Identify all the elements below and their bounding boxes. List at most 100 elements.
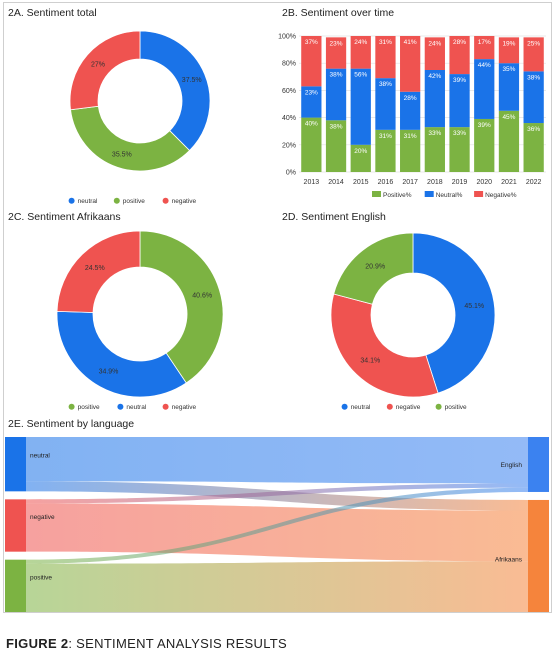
slice-label-negative: 24.5% <box>85 265 105 272</box>
slice-neutral <box>412 232 496 394</box>
slice-label-neutral: 34.9% <box>99 368 119 375</box>
bar-value-label: 45% <box>502 114 515 121</box>
bar-value-label: 38% <box>330 72 343 79</box>
legend-label-positive: positive <box>445 404 467 411</box>
sankey-2e: 2E. Sentiment by language neutral negative… <box>5 418 549 612</box>
figure-caption-text: : SENTIMENT ANALYSIS RESULTS <box>68 636 287 651</box>
bar-negative <box>375 36 396 79</box>
legend-marker-neutral <box>68 197 75 204</box>
slice-label-negative: 34.1% <box>360 357 380 364</box>
flow-neutral-to-english <box>26 437 528 484</box>
node-positive <box>5 559 26 612</box>
x-tick-label: 2015 <box>353 179 369 186</box>
bar-value-label: 35% <box>502 66 515 73</box>
bar-value-label: 38% <box>379 81 392 88</box>
x-tick-label: 2020 <box>476 179 492 186</box>
donut-2c: 2C. Sentiment Afrikaans 40.6% 34.9% 24.5% po… <box>8 211 224 411</box>
x-tick-label: 2018 <box>427 179 443 186</box>
slice-negative <box>56 230 141 313</box>
bar-negative <box>498 37 520 64</box>
bar-neutral <box>449 74 470 128</box>
legend-label-negative: Negative% <box>485 192 517 199</box>
bar-negative <box>350 36 371 69</box>
bar-value-label: 44% <box>478 62 491 69</box>
y-tick-label: 20% <box>282 142 296 149</box>
chart-title-2c: 2C. Sentiment Afrikaans <box>8 211 121 223</box>
flow-positive-to-afrikaans <box>26 561 528 612</box>
bar-neutral <box>498 63 520 111</box>
slice-label-positive: 35.5% <box>112 151 132 158</box>
node-negative <box>5 499 26 552</box>
legend-marker-neutral <box>341 403 348 410</box>
x-tick-label: 2019 <box>452 179 468 186</box>
legend-marker-neutral <box>117 403 124 410</box>
bar-neutral <box>350 68 371 145</box>
slice-positive <box>333 232 414 305</box>
y-tick-label: 100% <box>278 34 296 41</box>
bar-value-label: 38% <box>330 123 343 130</box>
bar-positive <box>301 117 322 172</box>
legend-label-neutral: Neutral% <box>436 192 463 199</box>
legend-label-neutral: neutral <box>126 404 146 411</box>
legend-marker-negative <box>162 197 169 204</box>
node-label-english: English <box>501 462 523 469</box>
donut-2d: 2D. Sentiment English 45.1% 34.1% 20.9% neut… <box>282 211 496 411</box>
bar-positive <box>498 110 520 172</box>
bar-positive <box>375 129 396 172</box>
legend-label-negative: negative <box>172 198 197 205</box>
figure-caption: FIGURE 2: SENTIMENT ANALYSIS RESULTS <box>6 636 287 651</box>
bar-neutral <box>523 71 544 124</box>
bar-negative <box>301 36 322 87</box>
x-tick-label: 2022 <box>526 179 542 186</box>
bar-value-label: 23% <box>305 89 318 96</box>
bar-value-label: 33% <box>453 130 466 137</box>
node-english <box>528 437 549 492</box>
bar-value-label: 17% <box>478 39 491 46</box>
bar-positive <box>325 120 347 172</box>
bar-value-label: 20% <box>354 148 367 155</box>
bar-value-label: 31% <box>379 39 392 46</box>
y-tick-label: 40% <box>282 115 296 122</box>
bar-negative <box>523 37 544 72</box>
legend-swatch-neutral <box>424 191 434 197</box>
bar-value-label: 41% <box>404 39 417 46</box>
bar-negative <box>449 36 470 75</box>
bar-positive <box>449 127 470 172</box>
bar-neutral <box>375 78 396 130</box>
x-tick-label: 2014 <box>328 179 344 186</box>
bar-neutral <box>424 70 445 128</box>
bar-negative <box>325 37 347 69</box>
flow-positive-to-english <box>26 487 528 564</box>
legend-marker-negative <box>162 403 169 410</box>
chart-title-2a: 2A. Sentiment total <box>8 7 97 19</box>
bar-positive <box>474 118 495 172</box>
bar-value-label: 33% <box>428 130 441 137</box>
figure-caption-label: FIGURE 2 <box>6 636 69 651</box>
x-tick-label: 2021 <box>501 179 517 186</box>
node-afrikaans <box>528 499 549 612</box>
chart-title-2d: 2D. Sentiment English <box>282 211 386 223</box>
bar-negative <box>474 36 495 60</box>
bar-neutral <box>301 86 322 118</box>
legend-label-negative: negative <box>172 404 197 411</box>
legend-label-positive: Positive% <box>383 192 412 199</box>
donut-2a: 2A. Sentiment total 37.5% 35.5% 27% neutral p… <box>8 7 211 205</box>
bar-value-label: 56% <box>354 72 367 79</box>
bar-positive <box>523 123 544 172</box>
legend-marker-positive <box>68 403 75 410</box>
bar-value-label: 37% <box>305 39 318 46</box>
node-label-positive: positive <box>30 575 52 582</box>
bar-value-label: 38% <box>527 74 540 81</box>
bar-value-label: 42% <box>428 73 441 80</box>
bar-positive <box>424 127 445 172</box>
slice-negative <box>69 30 141 111</box>
node-label-afrikaans: Afrikaans <box>495 557 523 564</box>
chart-title-2b: 2B. Sentiment over time <box>282 7 394 19</box>
legend-marker-negative <box>386 403 393 410</box>
flow-negative-to-english <box>26 483 528 504</box>
stacked-bar-2b: 2B. Sentiment over time 0% 20% 40% 60% 80% 100… <box>278 7 546 199</box>
slice-label-neutral: 45.1% <box>464 303 484 310</box>
bar-value-label: 39% <box>478 122 491 129</box>
legend-marker-positive <box>435 403 442 410</box>
bar-value-label: 39% <box>453 77 466 84</box>
